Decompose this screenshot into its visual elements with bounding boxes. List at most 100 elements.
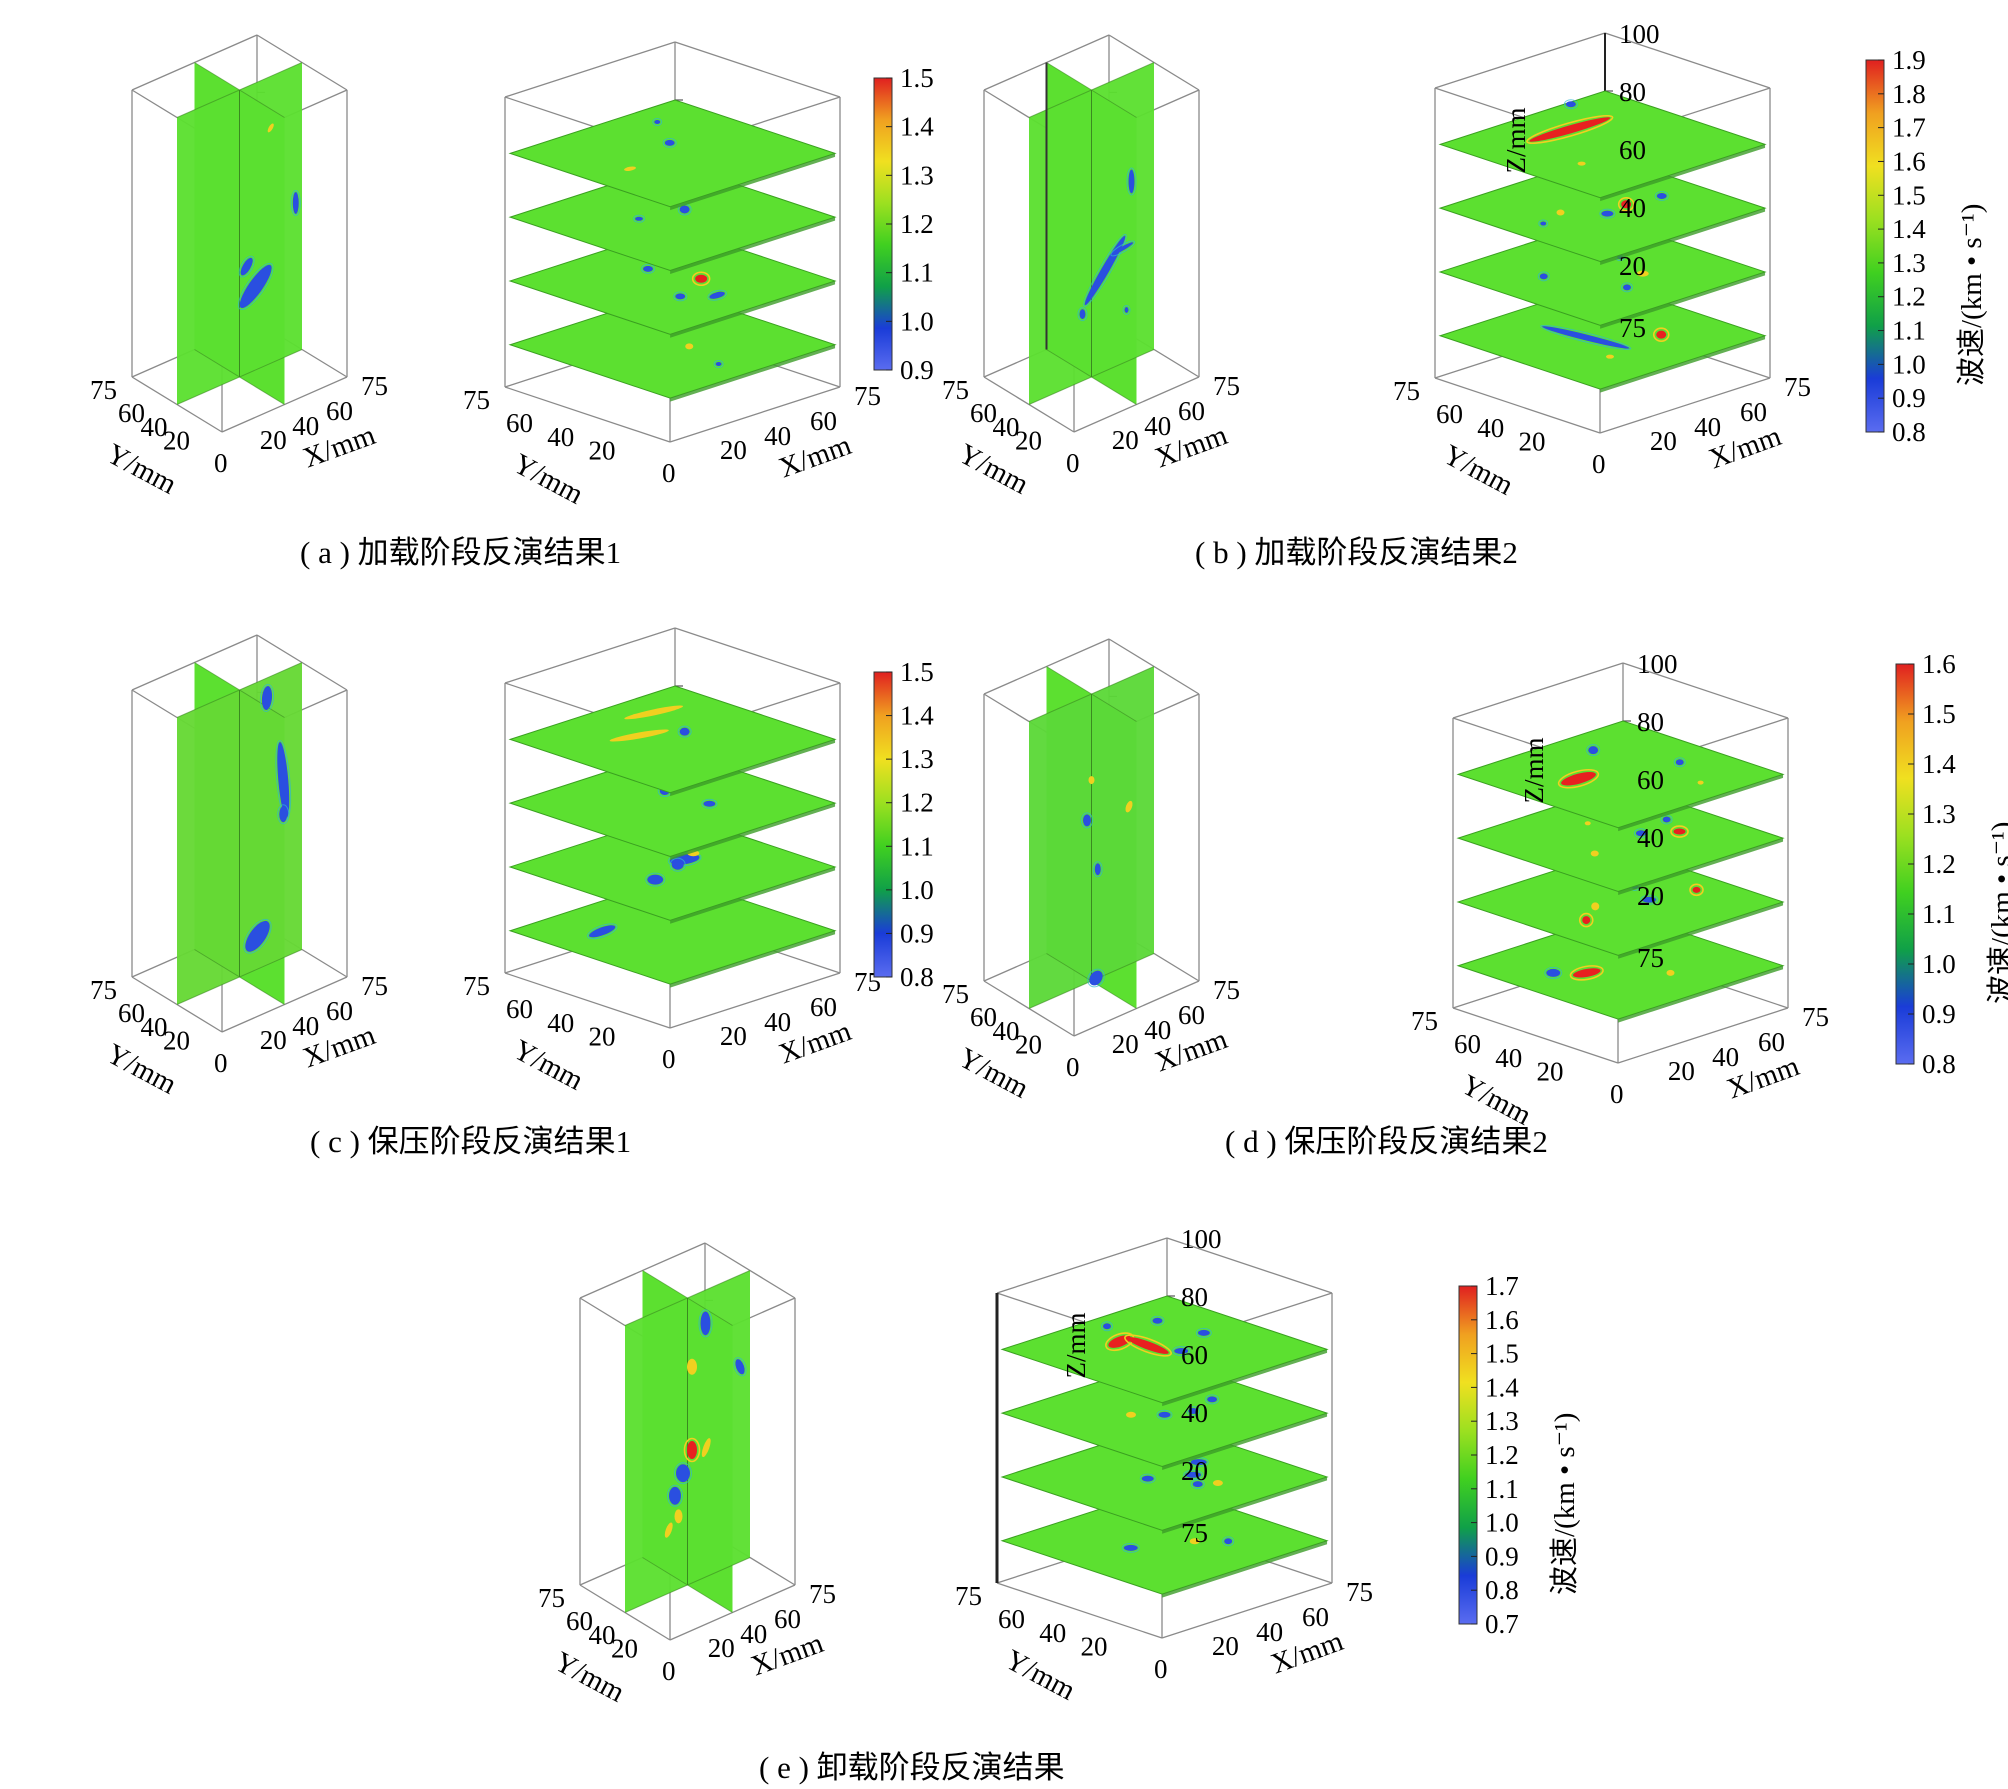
slice-edge <box>1600 271 1766 329</box>
x-tick-label: 75 <box>1213 975 1240 1005</box>
horizontal-slices-plot-b-right: 020 40 607520406075X/mmY/mm2040608010075Z/… <box>1393 19 1811 502</box>
z-tick-label: 40 <box>1619 193 1646 223</box>
low-velocity-anomaly <box>1112 242 1134 255</box>
colorbar-tick-label: 1.0 <box>1485 1508 1519 1538</box>
slice-edge <box>1600 335 1766 393</box>
colorbar-tick-label: 1.2 <box>900 209 934 239</box>
velocity-slices <box>624 1270 751 1613</box>
mid-velocity-anomaly <box>1636 270 1649 277</box>
slice-edge <box>1162 1476 1328 1534</box>
mid-velocity-anomaly <box>687 1358 697 1375</box>
x-tick-label: 60 <box>1178 1000 1205 1030</box>
low-velocity-anomaly <box>669 1486 681 1505</box>
velocity-slices <box>176 62 303 405</box>
high-velocity-anomaly <box>1621 200 1632 209</box>
mid-velocity-anomaly <box>1125 800 1133 813</box>
mid-velocity-anomaly <box>1591 902 1600 911</box>
low-velocity-anomaly <box>1083 814 1091 827</box>
y-tick-label: 40 <box>1495 1043 1522 1073</box>
y-tick-label: 20 <box>1537 1057 1564 1087</box>
x-tick-label: 20 <box>708 1633 735 1663</box>
anomaly-halo <box>1652 327 1670 342</box>
colorbar-tick-label: 1.7 <box>1892 113 1926 143</box>
y-tick-label: 60 <box>118 398 145 428</box>
low-velocity-anomaly <box>1601 210 1614 217</box>
horizontal-slices-plot-e-right: 020 40 607520406075X/mmY/mm2040608010075Z/… <box>955 1224 1373 1707</box>
horizontal-slices-plot-d-right: 020 40 607520406075X/mmY/mm2040608010075Z/… <box>1411 649 1829 1132</box>
anomaly-halo <box>1640 894 1659 905</box>
anomaly-halo <box>1617 197 1635 212</box>
x-tick-label: 60 <box>810 406 837 436</box>
x-tick-label: 20 <box>1212 1631 1239 1661</box>
low-velocity-anomaly <box>279 806 288 823</box>
anomaly-halo <box>1689 883 1704 897</box>
anomaly-halo <box>1599 208 1616 219</box>
x-tick-label: 0 <box>1066 1052 1080 1082</box>
colorbar-tick-label: 1.0 <box>1922 949 1956 979</box>
z-axis-label: Z/mm <box>1501 108 1531 174</box>
anomaly-halo <box>1586 744 1601 757</box>
anomaly-halo <box>698 1309 713 1338</box>
x-tick-label: 60 <box>1302 1602 1329 1632</box>
slice-edge <box>670 866 836 924</box>
mid-velocity-anomaly <box>1606 354 1614 359</box>
slice-edge <box>670 280 836 338</box>
y-axis-label: Y/mm <box>1438 439 1519 502</box>
y-tick-label: 40 <box>141 1012 168 1042</box>
low-velocity-anomaly <box>1539 273 1548 280</box>
y-tick-label: 75 <box>955 1581 982 1611</box>
x-tick-label: 20 <box>260 1025 287 1055</box>
caption-d: ( d ) 保压阶段反演结果2 <box>1225 1124 1548 1159</box>
low-velocity-anomaly <box>1656 193 1667 200</box>
high-velocity-anomaly <box>1529 117 1611 142</box>
y-tick-label: 75 <box>942 979 969 1009</box>
y-tick-label: 20 <box>589 436 616 466</box>
y-tick-label: 75 <box>90 975 117 1005</box>
y-tick-label: 75 <box>942 375 969 405</box>
low-velocity-anomaly <box>240 257 253 276</box>
slice-plane-z <box>1438 90 1767 199</box>
y-tick-label: 20 <box>1015 426 1042 456</box>
low-velocity-anomaly <box>679 727 690 736</box>
low-velocity-anomaly <box>671 859 684 870</box>
colorbar-tick-label: 1.1 <box>1922 899 1956 929</box>
low-velocity-anomaly <box>1588 746 1599 755</box>
slice-edge <box>670 153 836 211</box>
low-velocity-anomaly <box>1185 1471 1202 1478</box>
y-tick-label: 75 <box>1393 376 1420 406</box>
slice-edge <box>670 930 836 988</box>
colorbar-tick-label: 1.0 <box>900 306 934 336</box>
colorbar-tick-label: 1.5 <box>1485 1339 1519 1369</box>
y-tick-label: 60 <box>1436 399 1463 429</box>
colorbar-tick-label: 0.8 <box>1922 1049 1956 1079</box>
slice-plane-z <box>508 99 837 208</box>
low-velocity-anomaly <box>654 120 661 124</box>
x-tick-label: 0 <box>1066 448 1080 478</box>
anomaly-halo <box>587 923 618 940</box>
y-tick-label: 75 <box>463 971 490 1001</box>
y-tick-label: 20 <box>1081 1632 1108 1662</box>
slice-edge <box>1618 774 1784 832</box>
z-tick-label: 100 <box>1619 19 1660 49</box>
colorbar-tick-label: 0.9 <box>900 355 934 385</box>
x-tick-label: 75 <box>1213 371 1240 401</box>
y-tick-label: 75 <box>90 375 117 405</box>
colorbar-tick-label: 1.4 <box>900 112 934 142</box>
colorbar-tick-label: 0.8 <box>900 962 934 992</box>
low-velocity-anomaly <box>1635 830 1646 837</box>
colorbar-tick-label: 0.9 <box>900 918 934 948</box>
anomaly-halo <box>1557 768 1600 789</box>
x-tick-label: 0 <box>214 1048 228 1078</box>
anomaly-halo <box>673 291 688 302</box>
anomaly-halo <box>662 137 677 148</box>
low-velocity-anomaly <box>292 192 299 215</box>
low-velocity-anomaly <box>1190 1459 1207 1466</box>
z-tick-label: 75 <box>1619 313 1646 343</box>
colorbar-tick-label: 1.4 <box>1922 749 1956 779</box>
velocity-slices <box>508 99 837 402</box>
